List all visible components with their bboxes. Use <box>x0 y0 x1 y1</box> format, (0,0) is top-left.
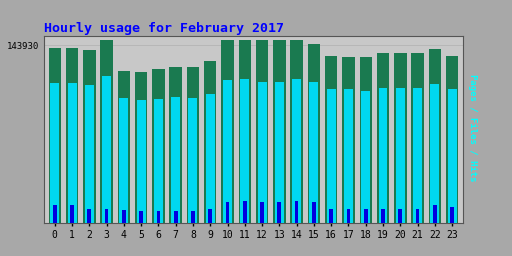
Bar <box>329 209 333 223</box>
Bar <box>119 98 129 223</box>
Bar <box>206 94 215 223</box>
Bar <box>308 44 320 223</box>
Bar <box>154 99 163 223</box>
Bar <box>157 211 160 223</box>
Bar <box>226 202 229 223</box>
Bar <box>273 40 286 223</box>
Bar <box>381 209 385 223</box>
Bar <box>85 85 94 223</box>
Bar <box>223 80 232 223</box>
Bar <box>118 71 130 223</box>
Bar <box>295 201 298 223</box>
Bar <box>431 84 439 223</box>
Bar <box>292 79 301 223</box>
Bar <box>278 202 281 223</box>
Bar <box>275 82 284 223</box>
Bar <box>83 50 96 223</box>
Bar <box>221 39 234 223</box>
Bar <box>413 88 422 223</box>
Bar <box>122 209 126 223</box>
Bar <box>102 76 111 223</box>
Bar <box>260 202 264 223</box>
Bar <box>70 205 74 223</box>
Bar <box>204 61 217 223</box>
Bar <box>325 56 337 223</box>
Bar <box>347 209 350 223</box>
Bar <box>396 88 405 223</box>
Bar <box>377 53 389 223</box>
Bar <box>433 205 437 223</box>
Bar <box>68 83 76 223</box>
Bar <box>240 79 249 223</box>
Bar <box>169 67 182 223</box>
Bar <box>416 209 419 223</box>
Bar <box>66 48 78 223</box>
Bar <box>359 57 372 223</box>
Bar <box>171 97 180 223</box>
Bar <box>378 88 388 223</box>
Bar <box>174 211 178 223</box>
Bar <box>152 69 165 223</box>
Bar <box>361 91 370 223</box>
Bar <box>327 89 336 223</box>
Bar <box>139 211 143 223</box>
Bar <box>191 211 195 223</box>
Bar <box>88 209 91 223</box>
Bar <box>105 209 109 223</box>
Bar <box>446 56 458 223</box>
Bar <box>258 82 267 223</box>
Bar <box>135 72 147 223</box>
Bar <box>447 89 457 223</box>
Bar <box>309 82 318 223</box>
Bar <box>429 49 441 223</box>
Bar <box>364 209 368 223</box>
Bar <box>411 53 424 223</box>
Text: Pages / Files / Hits: Pages / Files / Hits <box>468 74 478 182</box>
Bar <box>239 39 251 223</box>
Bar <box>187 67 199 223</box>
Bar <box>342 57 355 223</box>
Bar <box>312 202 316 223</box>
Bar <box>243 201 247 223</box>
Bar <box>137 100 145 223</box>
Bar <box>49 48 61 223</box>
Bar <box>50 83 59 223</box>
Bar <box>53 205 57 223</box>
Bar <box>450 207 454 223</box>
Bar <box>100 39 113 223</box>
Bar <box>290 39 303 223</box>
Bar <box>188 98 198 223</box>
Bar <box>344 89 353 223</box>
Bar <box>398 209 402 223</box>
Text: Hourly usage for February 2017: Hourly usage for February 2017 <box>44 22 284 35</box>
Bar <box>394 53 407 223</box>
Bar <box>208 209 212 223</box>
Bar <box>256 40 268 223</box>
